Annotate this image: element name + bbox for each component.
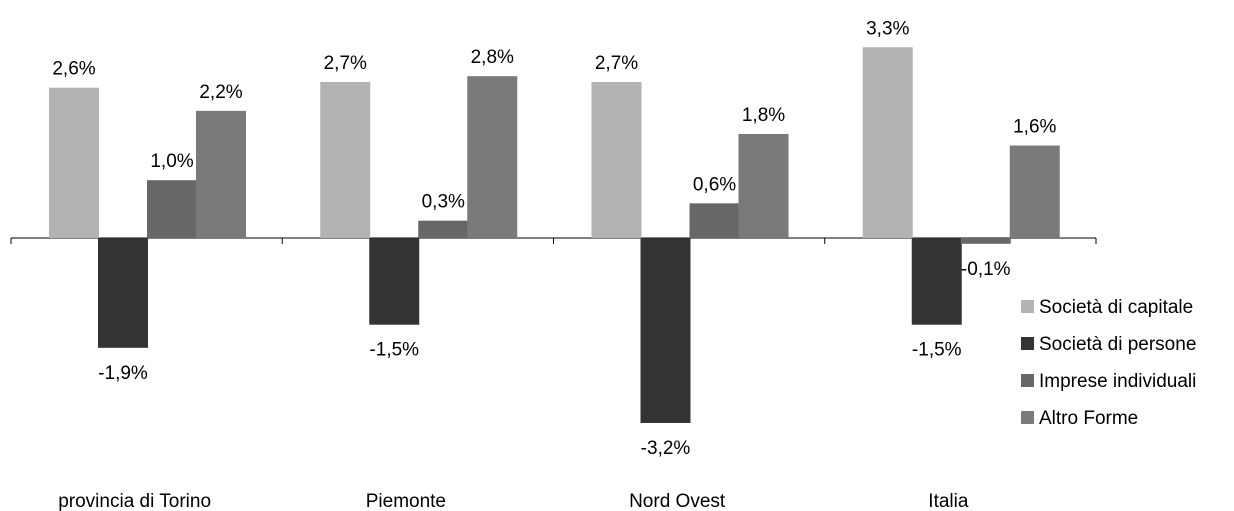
bar-imprese-individuali-nord-ovest [689, 203, 740, 238]
data-label: 2,7% [324, 53, 367, 74]
data-label: 2,6% [52, 59, 95, 80]
x-tick-label: Italia [928, 491, 969, 511]
bar-imprese-individuali-italia [960, 238, 1011, 244]
data-label: 1,0% [150, 151, 193, 172]
data-label: 0,6% [693, 174, 736, 195]
x-tick-label: Nord Ovest [629, 491, 726, 511]
legend-swatch [1021, 411, 1034, 424]
legend-label: Società di persone [1039, 334, 1196, 355]
data-label: -1,9% [98, 363, 148, 384]
data-label: -0,1% [961, 259, 1011, 280]
legend-label: Altro Forme [1039, 408, 1138, 429]
bar-altro-forme-nord-ovest [738, 133, 789, 238]
bar-imprese-individuali-provincia-di-torino [147, 180, 197, 238]
data-label: -1,5% [912, 340, 962, 361]
bar-altro-forme-provincia-di-torino [196, 110, 246, 238]
bar-societa-di-persone-nord-ovest [640, 238, 691, 423]
data-label: -3,2% [641, 438, 691, 459]
data-label: -1,5% [369, 340, 419, 361]
data-label: 3,3% [866, 18, 909, 39]
data-label: 2,2% [199, 82, 242, 103]
bar-societa-di-persone-provincia-di-torino [98, 238, 148, 348]
bar-societa-di-persone-italia [911, 238, 962, 325]
legend-label: Imprese individuali [1039, 371, 1196, 392]
legend-swatch [1021, 300, 1034, 313]
legend-label: Società di capitale [1039, 297, 1193, 318]
data-label: 2,7% [595, 53, 638, 74]
data-label: 1,8% [742, 105, 785, 126]
x-tick-label: Piemonte [366, 491, 446, 511]
bar-societa-di-capitale-nord-ovest [591, 81, 642, 238]
bar-altro-forme-italia [1009, 145, 1060, 238]
legend-swatch [1021, 374, 1034, 387]
x-tick-label: provincia di Torino [58, 491, 211, 511]
bar-societa-di-capitale-provincia-di-torino [49, 87, 99, 238]
data-label: 0,3% [422, 192, 465, 213]
bar-altro-forme-piemonte [467, 76, 518, 238]
data-label: 1,6% [1013, 117, 1056, 138]
data-label: 2,8% [471, 47, 514, 68]
bar-societa-di-capitale-piemonte [320, 81, 371, 238]
bar-societa-di-capitale-italia [862, 47, 913, 239]
legend-swatch [1021, 337, 1034, 350]
bar-imprese-individuali-piemonte [418, 220, 469, 238]
bar-societa-di-persone-piemonte [369, 238, 420, 325]
